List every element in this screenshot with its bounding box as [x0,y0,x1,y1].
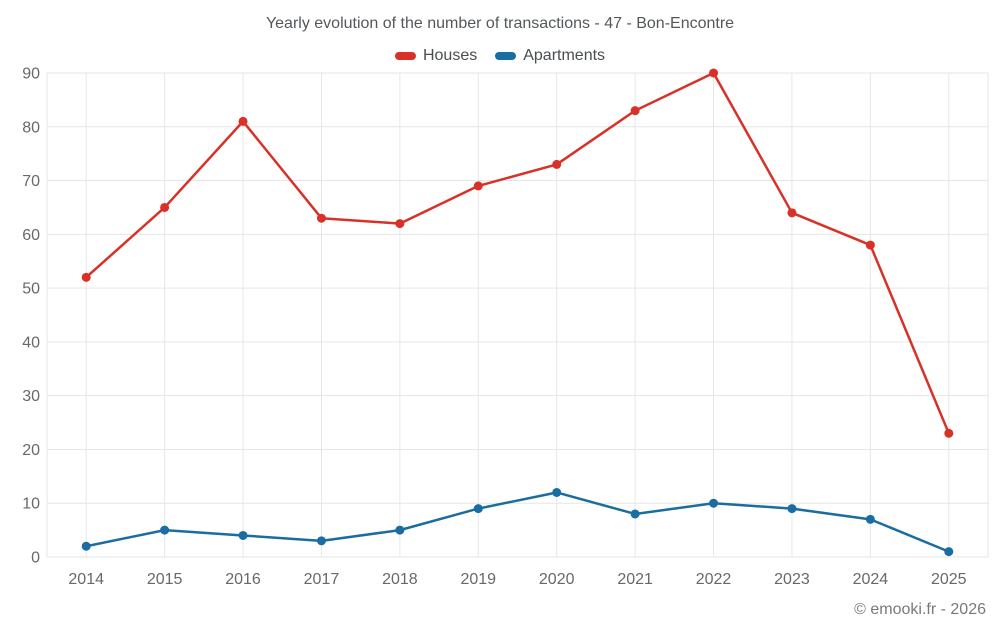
houses-point-2024[interactable] [865,240,875,250]
apartments-line [84,491,951,553]
houses-point-2017[interactable] [316,213,326,223]
houses-point-2020[interactable] [552,159,562,169]
houses-point-2025[interactable] [944,428,954,438]
x-tick-label: 2023 [774,571,810,588]
apartments-point-2016[interactable] [238,530,248,540]
x-tick-label: 2021 [617,571,653,588]
y-tick-label: 0 [31,550,40,567]
houses-point-2016[interactable] [238,116,248,126]
apartments-point-2024[interactable] [865,514,875,524]
y-tick-label: 30 [22,388,40,405]
apartments-series-swatch-icon [495,52,517,60]
houses-point-2019[interactable] [473,181,483,191]
apartments-point-2020[interactable] [552,487,562,497]
apartments-point-2018[interactable] [395,525,405,535]
apartments-point-2022[interactable] [709,498,719,508]
x-tick-label: 2015 [147,571,183,588]
series-apartments [81,487,954,557]
y-tick-label: 40 [22,334,40,351]
legend-item-houses[interactable]: Houses [394,47,478,65]
x-tick-label: 2014 [68,571,104,588]
houses-point-2014[interactable] [81,272,91,282]
x-tick-label: 2024 [853,571,889,588]
houses-series-swatch-icon [394,52,416,60]
legend-label-apartments: Apartments [523,47,606,64]
series-houses [81,68,954,438]
x-tick-label: 2025 [931,571,967,588]
gridlines [46,72,989,558]
x-tick-label: 2019 [460,571,496,588]
houses-point-2022[interactable] [709,68,719,78]
houses-point-2018[interactable] [395,219,405,229]
chart-legend: Houses Apartments [0,47,1000,65]
apartments-point-2023[interactable] [787,504,797,514]
chart-title: Yearly evolution of the number of transa… [265,15,735,32]
credit-text: © emooki.fr - 2026 [854,601,986,618]
houses-line [84,71,951,435]
y-tick-label: 20 [22,442,40,459]
x-tick-label: 2018 [382,571,418,588]
apartments-point-2017[interactable] [316,536,326,546]
x-tick-label: 2016 [225,571,261,588]
y-axis-tick-labels: 0 10 20 30 40 50 60 70 80 90 [22,66,40,567]
x-tick-label: 2020 [539,571,575,588]
apartments-point-2014[interactable] [81,541,91,551]
x-tick-label: 2022 [696,571,732,588]
houses-point-2023[interactable] [787,208,797,218]
y-tick-label: 10 [22,496,40,513]
x-axis-tick-labels: 2014 2015 2016 2017 2018 2019 2020 2021 2022 2023… [68,571,966,588]
y-tick-label: 60 [22,227,40,244]
y-tick-label: 70 [22,173,40,190]
y-tick-label: 90 [22,66,40,83]
legend-item-apartments[interactable]: Apartments [495,47,605,65]
houses-point-2021[interactable] [630,106,640,116]
apartments-point-2019[interactable] [473,504,483,514]
y-tick-label: 50 [22,281,40,298]
apartments-point-2021[interactable] [630,509,640,519]
x-tick-label: 2017 [304,571,340,588]
y-tick-label: 80 [22,119,40,136]
apartments-point-2015[interactable] [160,525,170,535]
houses-point-2015[interactable] [160,202,170,212]
legend-label-houses: Houses [422,47,478,64]
apartments-point-2025[interactable] [944,547,954,557]
